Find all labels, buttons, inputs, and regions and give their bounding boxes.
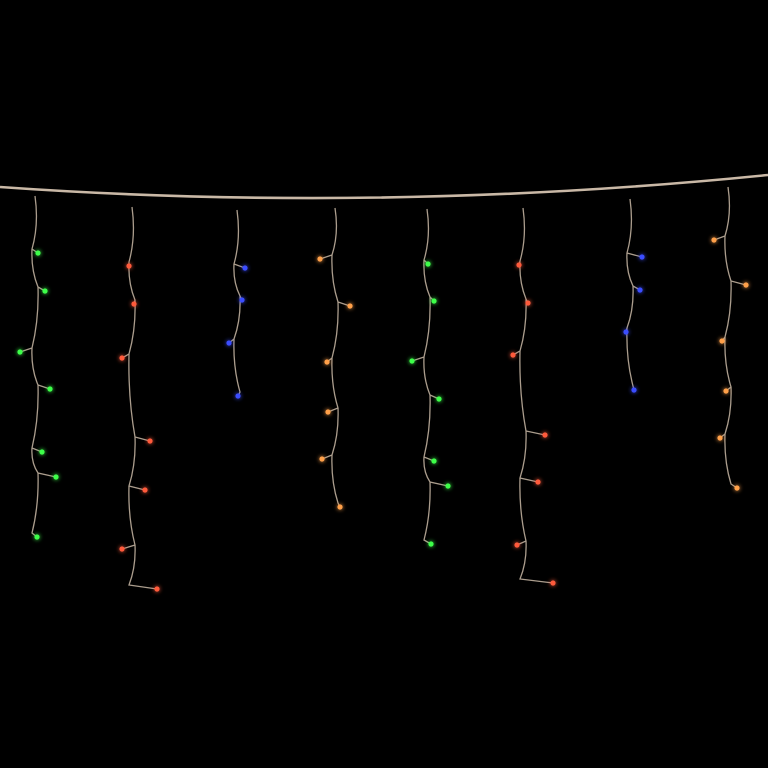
led-bulb-green [17, 349, 23, 355]
led-bulb-red [525, 300, 531, 306]
led-bulb-green [34, 534, 40, 540]
led-bulb-blue [235, 393, 241, 399]
led-bulb-green [47, 386, 53, 392]
led-bulb-blue [623, 329, 629, 335]
strand-wire [19, 195, 57, 538]
led-bulb-orange [719, 338, 725, 344]
led-bulb-blue [226, 340, 232, 346]
strand-wire [319, 207, 351, 508]
strand-orange [711, 186, 749, 491]
led-bulb-red [142, 487, 148, 493]
strand-wire [713, 186, 747, 489]
strand-wire [228, 209, 246, 397]
led-bulb-orange [325, 409, 331, 415]
led-bulb-green [53, 474, 59, 480]
strand-red [510, 207, 556, 586]
led-bulb-red [510, 352, 516, 358]
led-bulb-blue [239, 297, 245, 303]
led-bulb-red [550, 580, 556, 586]
led-bulb-red [542, 432, 548, 438]
led-bulb-red [119, 355, 125, 361]
led-bulb-orange [734, 485, 740, 491]
led-bulb-orange [723, 388, 729, 394]
strand-red [119, 206, 160, 592]
led-bulb-orange [337, 504, 343, 510]
led-bulb-red [535, 479, 541, 485]
strand-blue [623, 198, 645, 393]
led-bulb-orange [324, 359, 330, 365]
led-bulb-red [147, 438, 153, 444]
led-bulb-orange [319, 456, 325, 462]
strand-wire [625, 198, 643, 391]
led-bulb-red [516, 262, 522, 268]
led-bulb-orange [347, 303, 353, 309]
main-wire [0, 173, 768, 200]
led-bulb-green [425, 261, 431, 267]
led-bulb-orange [717, 435, 723, 441]
led-bulb-orange [317, 256, 323, 262]
led-bulb-red [119, 546, 125, 552]
led-bulb-green [39, 449, 45, 455]
strand-green [17, 195, 59, 540]
led-bulb-green [431, 458, 437, 464]
led-bulb-orange [743, 282, 749, 288]
led-bulb-red [131, 301, 137, 307]
strand-wire [411, 208, 449, 545]
led-bulb-red [126, 263, 132, 269]
strand-blue [226, 209, 248, 399]
led-bulb-green [409, 358, 415, 364]
led-bulb-blue [631, 387, 637, 393]
led-bulb-green [428, 541, 434, 547]
light-strands [17, 186, 749, 592]
led-bulb-blue [639, 254, 645, 260]
led-bulb-blue [242, 265, 248, 271]
led-bulb-red [154, 586, 160, 592]
strand-orange [317, 207, 353, 510]
led-bulb-green [35, 250, 41, 256]
led-bulb-green [42, 288, 48, 294]
led-bulb-green [445, 483, 451, 489]
led-bulb-green [431, 298, 437, 304]
led-bulb-red [514, 542, 520, 548]
strand-wire [121, 206, 158, 590]
strand-wire [512, 207, 554, 584]
led-bulb-blue [637, 287, 643, 293]
strand-green [409, 208, 451, 547]
led-bulb-green [436, 396, 442, 402]
led-bulb-orange [711, 237, 717, 243]
